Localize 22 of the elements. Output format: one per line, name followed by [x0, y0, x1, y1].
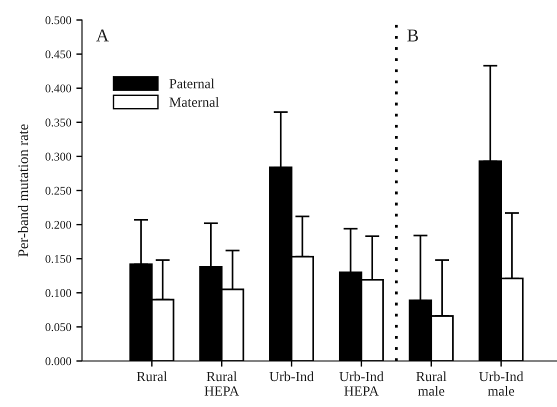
y-tick-label: 0.400 [45, 84, 72, 92]
annotation: A [96, 29, 109, 42]
y-tick-label: 0.150 [45, 254, 72, 263]
annotation: B [407, 30, 418, 42]
x-tick-label: Urb-Ind male [479, 371, 524, 396]
x-tick-label: Urb-Ind [269, 371, 314, 382]
y-tick-label: 0.500 [45, 16, 72, 24]
legend-label: Paternal [169, 78, 214, 88]
y-tick-label: 0.100 [45, 289, 72, 298]
x-tick-label: Rural [136, 371, 168, 382]
y-tick-label: 0.350 [45, 118, 72, 127]
y-tick-label: 0.450 [45, 50, 72, 58]
x-tick-label: Rural HEPA [204, 371, 240, 396]
y-tick-label: 0.000 [45, 357, 72, 366]
y-tick-label: 0.200 [45, 220, 72, 229]
y-tick-label: 0.250 [45, 186, 72, 195]
y-axis-title: Per-band mutation rate [18, 124, 28, 257]
y-tick-label: 0.300 [45, 152, 72, 161]
x-tick-label: Urb-Ind HEPA [339, 371, 384, 396]
x-tick-label: Rural male [416, 371, 446, 396]
legend-label: Maternal [169, 97, 219, 107]
y-tick-label: 0.050 [45, 323, 72, 332]
